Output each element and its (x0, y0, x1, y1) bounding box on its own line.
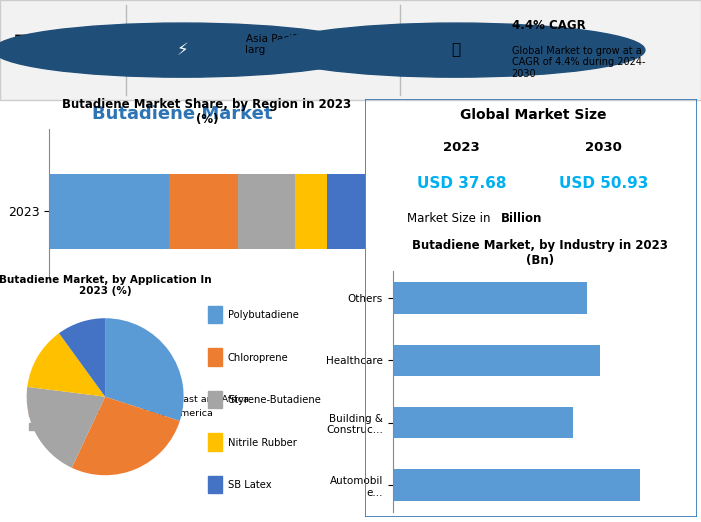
Bar (208, 391, 222, 408)
Text: Global Market Size: Global Market Size (460, 109, 606, 122)
Bar (238, 174, 295, 248)
Bar (49, 174, 169, 248)
Wedge shape (27, 387, 105, 468)
Bar (208, 476, 222, 493)
Bar (393, 469, 640, 501)
Text: Nitrile Rubber: Nitrile Rubber (228, 437, 297, 448)
Title: Butadiene Market, by Application In
2023 (%): Butadiene Market, by Application In 2023… (0, 275, 212, 296)
Text: ⚡: ⚡ (177, 41, 188, 59)
Legend: Asia pasific, North America, Europe, Middle East and Africa, South America: Asia pasific, North America, Europe, Mid… (29, 395, 249, 432)
Text: Butadiene Market: Butadiene Market (92, 105, 273, 123)
Wedge shape (59, 318, 105, 397)
Title: Butadiene Market Share, by Region in 2023
(%): Butadiene Market Share, by Region in 202… (62, 98, 351, 125)
Text: MMR: MMR (42, 41, 84, 56)
Title: Butadiene Market, by Industry in 2023
(Bn): Butadiene Market, by Industry in 2023 (B… (411, 240, 668, 267)
Text: SB Latex: SB Latex (228, 480, 271, 490)
Wedge shape (72, 397, 180, 475)
Bar (208, 433, 222, 450)
Text: Billion: Billion (501, 212, 542, 226)
Bar (393, 345, 600, 376)
Bar (169, 174, 238, 248)
Circle shape (266, 23, 645, 77)
Text: Asia Pacific Market Accounted
largest share in the Butadiene
Market: Asia Pacific Market Accounted largest sh… (245, 33, 404, 67)
Text: USD 50.93: USD 50.93 (559, 176, 648, 191)
Text: Polybutadiene: Polybutadiene (228, 310, 299, 320)
Text: Styrene-Butadiene: Styrene-Butadiene (228, 395, 321, 405)
Bar (393, 282, 587, 314)
Text: Global Market to grow at a
CAGR of 4.4% during 2024-
2030: Global Market to grow at a CAGR of 4.4% … (512, 45, 645, 79)
Bar (208, 306, 222, 323)
Text: 2030: 2030 (585, 141, 622, 154)
Circle shape (0, 23, 372, 77)
Wedge shape (105, 318, 184, 421)
Bar (295, 174, 327, 248)
Bar (393, 407, 573, 438)
Text: 4.4% CAGR: 4.4% CAGR (512, 19, 585, 31)
Text: Market Size in: Market Size in (407, 212, 494, 226)
FancyBboxPatch shape (0, 0, 701, 100)
Bar (327, 174, 365, 248)
Text: Chloroprene: Chloroprene (228, 353, 289, 363)
Text: 🔥: 🔥 (451, 43, 461, 57)
Text: 🌍: 🌍 (13, 33, 29, 57)
Bar (208, 349, 222, 366)
Text: USD 37.68: USD 37.68 (417, 176, 507, 191)
Wedge shape (27, 333, 105, 397)
Text: 2023: 2023 (444, 141, 480, 154)
